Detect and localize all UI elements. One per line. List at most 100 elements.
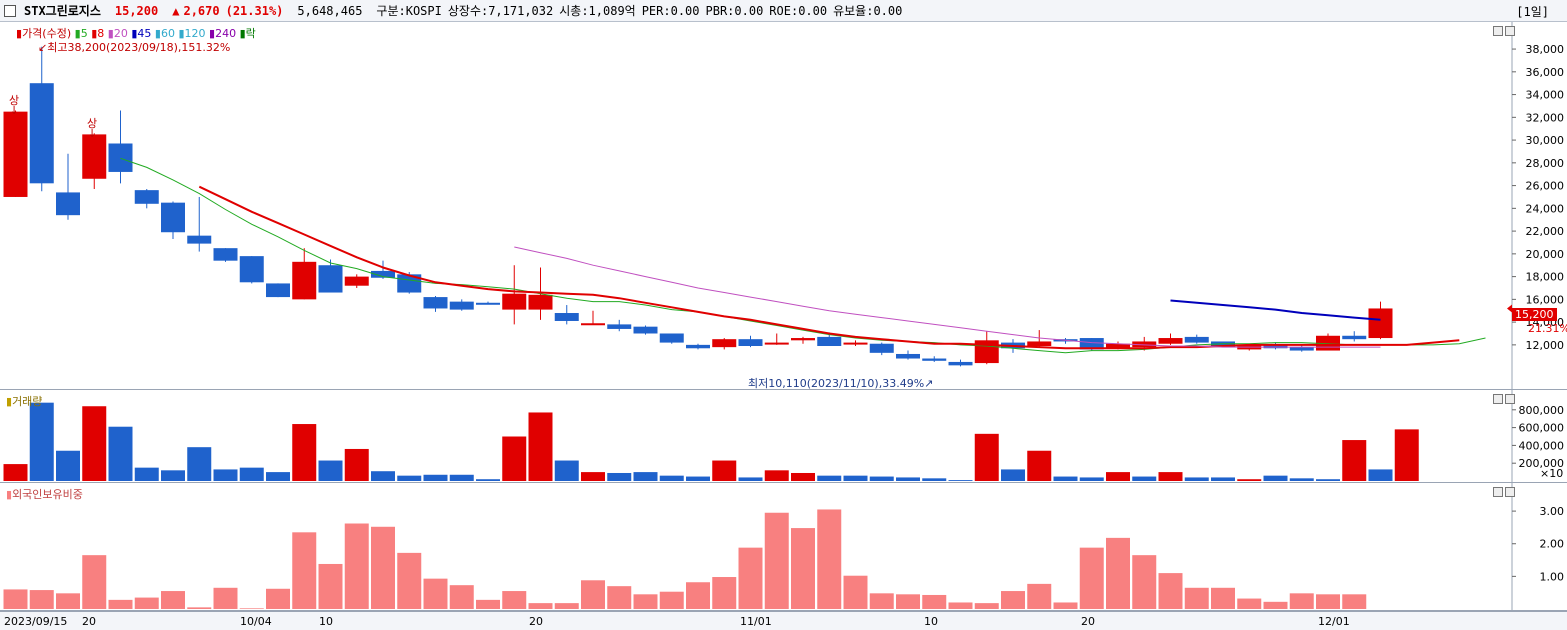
foreign-bar — [423, 578, 448, 609]
volume-y-tick-label: 800,000 — [1519, 404, 1565, 417]
volume-bar — [1289, 478, 1314, 481]
foreign-bar — [134, 597, 159, 609]
foreign-bar — [1027, 583, 1052, 609]
price-pane[interactable]: 12,000 14,000 16,000 18,000 20,000 22,000 24,0… — [0, 22, 1567, 390]
foreign-bar — [1106, 537, 1130, 609]
price-y-tick-label: 38,000 — [1526, 43, 1565, 56]
candle-body — [922, 358, 947, 361]
volume-pane[interactable]: 200,000 400,000 600,000 800,000 ▮거래량 ×10 — [0, 390, 1567, 483]
foreign-bar — [29, 590, 54, 609]
legend-marker-icon: ▮ — [16, 27, 23, 40]
high-annotation: ↙최고38,200(2023/09/18),151.32% — [38, 41, 231, 54]
foreign-bar — [843, 575, 868, 609]
market-type: 구분:KOSPI — [376, 4, 442, 18]
volume-bar — [266, 472, 290, 481]
volume-bar — [502, 436, 527, 481]
candle-body — [56, 192, 80, 216]
foreign-bar — [476, 599, 500, 609]
volume-bar — [371, 471, 395, 481]
candle-body — [318, 265, 343, 293]
volume-bar — [82, 406, 107, 481]
foreign-bar — [502, 591, 527, 609]
foreign-bar — [1342, 594, 1367, 609]
minimize-button[interactable] — [1493, 394, 1503, 404]
volume-legend-text: 거래량 — [12, 395, 43, 408]
foreign-ownership-chart[interactable]: 1.00 2.00 3.00 — [0, 483, 1567, 610]
maximize-button[interactable] — [1505, 394, 1515, 404]
volume-bar — [1158, 472, 1183, 481]
volume-bar — [161, 470, 185, 481]
volume-bar — [29, 402, 54, 481]
foreign-bar — [1316, 594, 1340, 609]
foreign-bar — [213, 587, 238, 609]
current-price: 15,200 — [114, 3, 159, 18]
foreign-bar — [1132, 555, 1157, 609]
volume-chart[interactable]: 200,000 400,000 600,000 800,000 — [0, 390, 1567, 482]
period-selector[interactable]: [1일] — [1516, 5, 1549, 19]
legend-ma5: 5 — [80, 27, 88, 40]
date-label: 20 — [82, 615, 96, 628]
low-annotation: 최저10,110(2023/11/10),33.49%↗ — [748, 377, 934, 390]
foreign-bar — [869, 593, 894, 609]
minimize-button[interactable] — [1493, 26, 1503, 36]
volume-bar — [554, 460, 579, 481]
price-y-tick-label: 32,000 — [1526, 111, 1565, 124]
candle-body — [607, 324, 632, 329]
volume-bar — [974, 433, 999, 481]
date-label: 10 — [319, 615, 333, 628]
limit-up-marker-2: 상 ↓ — [87, 117, 98, 140]
candle-body — [738, 339, 763, 347]
minimize-button[interactable] — [1493, 487, 1503, 497]
candle-body — [502, 293, 527, 310]
volume-bar — [528, 412, 553, 481]
stock-name[interactable]: STX그린로지스 — [24, 4, 101, 18]
date-label: 10/04 — [240, 615, 272, 628]
volume-bar — [449, 474, 474, 481]
candle-body — [633, 326, 658, 334]
candle-body — [3, 111, 28, 197]
candle-body — [423, 297, 448, 309]
candle-body — [1263, 344, 1288, 349]
price-y-tick-label: 28,000 — [1526, 157, 1565, 170]
price-y-tick-label: 24,000 — [1526, 202, 1565, 215]
foreign-bar — [3, 589, 28, 609]
volume-bar — [56, 450, 80, 481]
roe-value: ROE:0.00 — [769, 3, 828, 18]
foreign-legend: ▮외국인보유비중 — [6, 486, 83, 502]
foreign-bar — [659, 591, 684, 609]
candle-body — [1027, 341, 1052, 347]
legend-marker-icon: ▮ — [6, 395, 13, 408]
volume-bar — [738, 477, 763, 481]
volume-bar — [764, 470, 789, 481]
ma-45-line — [1170, 299, 1381, 321]
per-value: PER:0.00 — [641, 3, 700, 18]
foreign-bar — [449, 585, 474, 609]
candle-body — [1106, 343, 1130, 349]
foreign-bar — [344, 523, 369, 609]
maximize-button[interactable] — [1505, 26, 1515, 36]
price-legend: ▮가격(수정) ▮5 ▮8 ▮20 ▮45 ▮60 ▮120 ▮240 ▮락 — [16, 27, 256, 40]
candle-body — [554, 313, 579, 321]
price-chart[interactable]: 12,00014,00016,00018,00020,00022,00024,0… — [0, 22, 1567, 389]
foreign-bar — [1053, 602, 1078, 609]
legend-fall: 락 — [245, 27, 256, 40]
candle-body — [134, 190, 159, 204]
volume-bar — [1079, 477, 1104, 481]
volume-bar — [1053, 476, 1078, 481]
volume-bar — [633, 472, 658, 481]
volume-bar — [1211, 477, 1235, 481]
pbr-value: PBR:0.00 — [705, 3, 764, 18]
volume-bar — [1342, 440, 1367, 481]
candle-body — [869, 343, 894, 353]
high-annotation-text: 최고38,200(2023/09/18),151.32% — [47, 41, 231, 54]
candle-body — [449, 301, 474, 310]
candle-body — [948, 361, 973, 366]
foreign-pane[interactable]: 1.00 2.00 3.00 ▮외국인보유비중 — [0, 483, 1567, 611]
foreign-bar — [266, 588, 290, 609]
price-y-tick-label: 12,000 — [1526, 339, 1565, 352]
price-y-tick-label: 18,000 — [1526, 271, 1565, 284]
foreign-bar — [817, 509, 842, 609]
current-price-tag: 15,200 — [1512, 308, 1557, 321]
header-checkbox[interactable] — [4, 4, 16, 17]
maximize-button[interactable] — [1505, 487, 1515, 497]
